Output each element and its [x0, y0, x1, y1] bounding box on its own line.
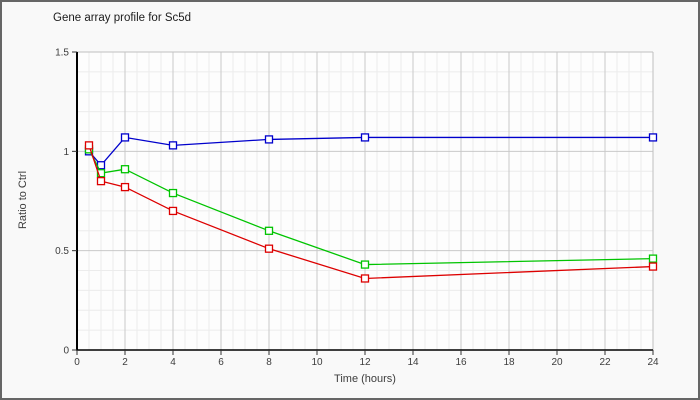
x-tick-label: 8: [266, 357, 272, 368]
data-point-marker: [648, 133, 658, 142]
grid-major: [77, 52, 653, 350]
x-tick-label: 12: [359, 357, 371, 368]
x-tick-label: 0: [74, 357, 80, 368]
x-tick-label: 6: [218, 357, 224, 368]
x-tick-label: 14: [407, 357, 419, 368]
x-tick-label: 10: [311, 357, 323, 368]
x-tick-label: 16: [455, 357, 467, 368]
data-point-marker: [120, 165, 130, 174]
data-point-marker: [168, 188, 178, 198]
y-tick-label: 1.5: [55, 48, 69, 59]
data-point-marker: [168, 206, 178, 216]
x-tick-label: 4: [170, 357, 176, 368]
chart-title: Gene array profile for Sc5d: [53, 12, 192, 24]
x-axis-label: Time (hours): [334, 373, 396, 385]
data-point-marker: [360, 274, 370, 283]
y-tick-label: 0.5: [55, 246, 69, 257]
data-point-marker: [264, 226, 274, 235]
x-tick-label: 18: [503, 357, 515, 368]
y-tick-label: 1: [63, 147, 69, 158]
x-tick-label: 24: [647, 357, 659, 368]
data-point-marker: [120, 182, 130, 192]
y-tick-label: 0: [63, 346, 69, 357]
data-point-marker: [120, 133, 130, 142]
tick-marks: [72, 51, 654, 355]
data-point-marker: [648, 254, 658, 263]
data-point-marker: [96, 169, 106, 178]
data-point-marker: [264, 244, 274, 253]
data-point-marker: [168, 141, 178, 150]
data-point-marker: [648, 262, 658, 271]
series-markers-red: [84, 141, 658, 283]
plot-border: [77, 51, 654, 350]
data-point-marker: [360, 260, 370, 269]
data-point-marker: [84, 141, 94, 150]
data-point-marker: [264, 135, 274, 144]
data-point-marker: [360, 133, 370, 142]
x-tick-label: 2: [122, 357, 128, 368]
y-axis-label: Ratio to Ctrl: [17, 170, 29, 230]
x-tick-label: 20: [551, 357, 563, 368]
x-tick-label: 22: [599, 357, 611, 368]
data-point-marker: [96, 176, 106, 186]
